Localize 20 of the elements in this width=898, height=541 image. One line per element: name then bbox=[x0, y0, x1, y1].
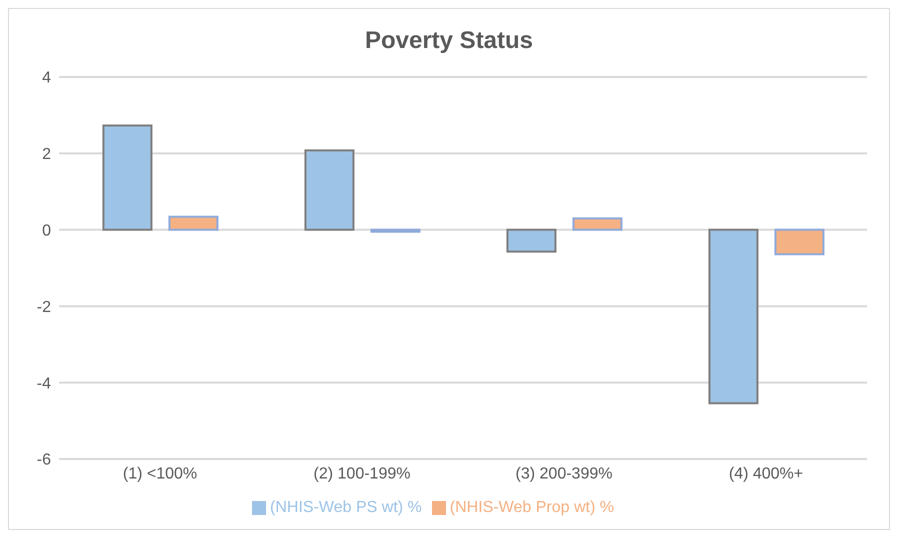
chart-title: Poverty Status bbox=[364, 26, 534, 56]
x-tick-label: (1) <100% bbox=[122, 465, 198, 482]
bar bbox=[304, 149, 354, 231]
y-tick-label: 2 bbox=[42, 146, 52, 164]
legend-label: (NHIS-Web Prop wt) % bbox=[450, 499, 614, 516]
x-tick-label: (2) 100-199% bbox=[314, 465, 410, 482]
y-tick-label: -2 bbox=[36, 298, 52, 316]
y-tick-label: 0 bbox=[42, 222, 52, 240]
legend-label: (NHIS-Web PS wt) % bbox=[270, 499, 422, 516]
y-tick-label: 4 bbox=[42, 70, 52, 87]
bar bbox=[572, 217, 622, 231]
x-tick-label: (3) 200-399% bbox=[516, 465, 612, 482]
bar bbox=[168, 216, 218, 231]
bar bbox=[774, 228, 824, 256]
bar bbox=[506, 228, 556, 253]
x-tick-label: (4) 400%+ bbox=[728, 465, 804, 482]
bar bbox=[708, 228, 758, 404]
bar bbox=[102, 124, 152, 231]
y-tick-label: -6 bbox=[36, 452, 52, 469]
y-tick-label: -4 bbox=[36, 375, 52, 392]
